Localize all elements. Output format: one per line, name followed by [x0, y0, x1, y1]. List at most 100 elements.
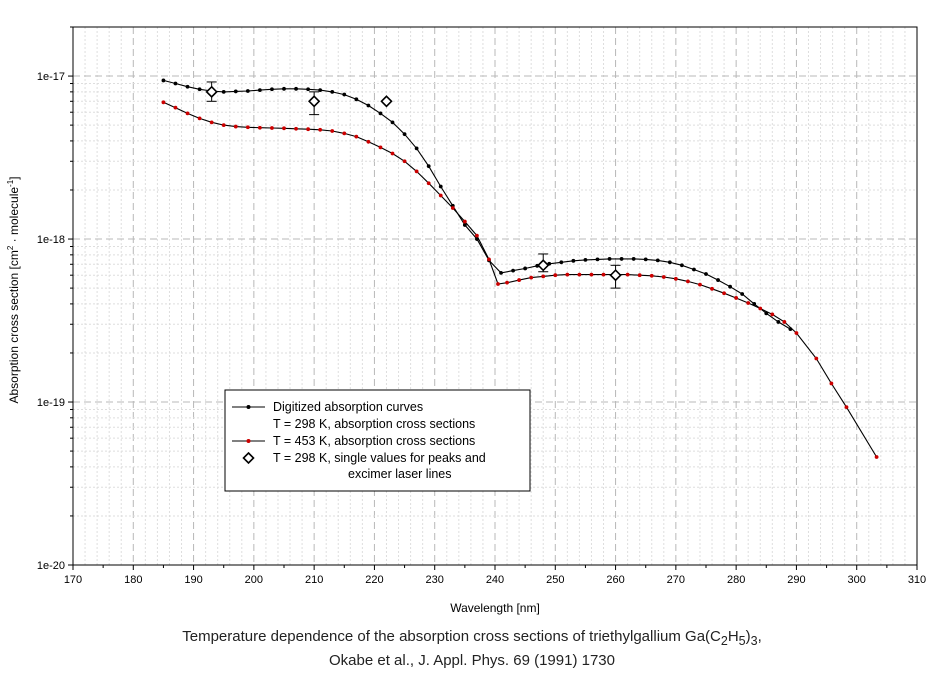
x-tick-label: 230 [426, 574, 444, 586]
data-point [378, 145, 383, 150]
data-point [475, 233, 479, 238]
x-axis-title: Wavelength [nm] [450, 601, 540, 615]
data-point [402, 132, 407, 137]
diamond-marker [205, 85, 218, 98]
data-point [814, 356, 819, 361]
y-tick-label: 1e-18 [37, 234, 65, 246]
data-point [390, 120, 395, 125]
caption-line2: Okabe et al., J. Appl. Phys. 69 (1991) 1… [328, 652, 615, 669]
legend: Digitized absorption curves T = 298 K, a… [224, 389, 531, 492]
data-point [511, 268, 515, 273]
data-point [257, 125, 262, 130]
series-single-values [205, 81, 622, 289]
y-axis-title: Absorption cross section [cm2 · molecule… [6, 176, 21, 403]
data-point [438, 184, 443, 189]
y-axis-title-sup1: 2 [6, 245, 15, 250]
legend-entries: T = 298 K, absorption cross sections T = … [232, 405, 486, 481]
data-point [571, 258, 576, 263]
y-tick-label: 1e-20 [37, 560, 65, 572]
y-axis-title-part1: Absorption cross section [cm [7, 250, 21, 403]
data-point [233, 124, 238, 129]
data-point [282, 86, 286, 91]
data-point [844, 405, 849, 410]
data-point [698, 282, 702, 287]
data-point [185, 111, 190, 116]
data-point [426, 164, 431, 169]
data-point [366, 139, 371, 144]
y-tick-label: 1e-19 [37, 397, 65, 409]
data-point [366, 103, 371, 108]
data-point [354, 134, 359, 139]
data-point [655, 258, 660, 263]
data-point [722, 291, 726, 296]
data-point [330, 129, 335, 133]
data-point [577, 272, 582, 277]
data-point [438, 193, 443, 198]
diamond-marker [537, 259, 550, 272]
data-point [496, 282, 500, 286]
data-point [619, 257, 624, 261]
data-point [565, 272, 570, 277]
data-point [829, 381, 834, 386]
data-point [692, 267, 696, 272]
caption-text-b: H [727, 628, 739, 645]
data-point [716, 278, 720, 282]
data-point [245, 89, 250, 93]
x-tick-label: 170 [64, 574, 82, 586]
data-point [589, 272, 594, 277]
data-point [390, 151, 395, 156]
data-point [330, 89, 335, 94]
data-point [679, 263, 684, 268]
data-point [414, 146, 419, 151]
data-point [499, 270, 503, 275]
data-point [221, 89, 226, 94]
data-point [607, 257, 612, 261]
x-tick-label: 210 [305, 574, 323, 586]
data-point [740, 292, 745, 296]
data-point [625, 272, 630, 277]
x-tick-label: 270 [667, 574, 685, 586]
data-point [282, 126, 286, 131]
data-point [402, 159, 407, 164]
x-tick-label: 280 [727, 574, 745, 586]
caption-text-c: ) [745, 628, 751, 645]
data-point [245, 125, 250, 130]
caption-sub-2: 5 [738, 634, 746, 648]
data-point [523, 266, 528, 271]
series-298k [161, 78, 793, 332]
data-point [661, 275, 666, 279]
data-point [197, 87, 202, 92]
legend-entry-label-line2: excimer laser lines [348, 467, 452, 481]
data-point [782, 320, 787, 324]
data-point [257, 88, 262, 93]
data-point [378, 111, 383, 116]
y-axis: 1e-20 1e-19 1e-18 1e-17 [37, 26, 73, 572]
legend-entry-label: T = 298 K, absorption cross sections [273, 417, 475, 431]
diamond-marker [380, 95, 393, 108]
data-point [270, 87, 274, 92]
data-point [559, 260, 564, 265]
data-point [517, 278, 522, 282]
legend-point-symbol [246, 405, 251, 409]
x-tick-label: 250 [546, 574, 564, 586]
caption-line1: Temperature dependence of the absorption… [0, 628, 944, 648]
data-point [541, 274, 546, 279]
legend-diamond-symbol [242, 451, 255, 465]
data-point [354, 97, 359, 102]
caption-sub-1: 2 [720, 634, 728, 648]
legend-entry-label: T = 298 K, single values for peaks and [273, 451, 486, 465]
data-point [673, 276, 678, 281]
data-point [197, 116, 202, 121]
legend-point-symbol [246, 439, 251, 443]
data-point [318, 127, 323, 132]
data-point [704, 272, 708, 276]
data-point [734, 296, 739, 300]
data-point [874, 455, 879, 459]
data-point [595, 257, 600, 262]
data-point [342, 92, 347, 97]
data-point [643, 257, 648, 262]
data-point [553, 273, 558, 278]
data-point [306, 87, 311, 92]
x-tick-label: 260 [606, 574, 624, 586]
